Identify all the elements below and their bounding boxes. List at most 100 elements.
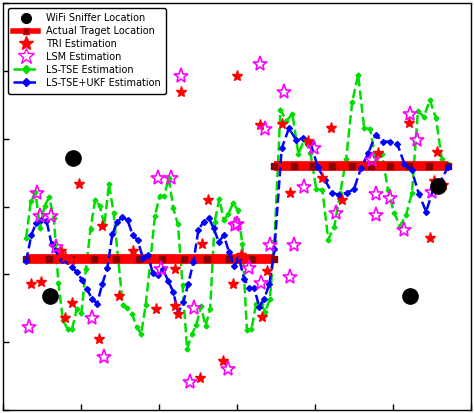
TRI Estimation — [62, 315, 68, 320]
LS-TSE Estimation — [356, 72, 361, 77]
LS-TSE+UKF Estimation — [104, 266, 110, 271]
TRI Estimation — [197, 375, 202, 380]
LS-TSE Estimation — [28, 199, 34, 204]
LS-TSE Estimation — [23, 235, 29, 240]
Actual Traget Location — [445, 163, 451, 168]
LS-TSE+UKF Estimation — [286, 126, 292, 131]
TRI Estimation — [28, 282, 34, 287]
Actual Traget Location — [406, 163, 412, 168]
TRI Estimation — [259, 315, 265, 320]
LSM Estimation — [246, 265, 252, 270]
TRI Estimation — [427, 235, 432, 240]
TRI Estimation — [264, 269, 270, 274]
LS-TSE+UKF Estimation — [23, 259, 29, 264]
TRI Estimation — [220, 359, 226, 364]
Line: LS-TSE+UKF Estimation: LS-TSE+UKF Estimation — [24, 126, 450, 315]
LSM Estimation — [53, 244, 58, 249]
TRI Estimation — [116, 294, 122, 299]
TRI Estimation — [257, 123, 263, 128]
LSM Estimation — [35, 190, 40, 195]
LSM Estimation — [291, 242, 297, 247]
LS-TSE+UKF Estimation — [231, 264, 237, 269]
TRI Estimation — [339, 197, 345, 202]
LSM Estimation — [401, 227, 407, 232]
Line: TRI Estimation: TRI Estimation — [26, 71, 448, 383]
LSM Estimation — [187, 379, 193, 384]
LS-TSE+UKF Estimation — [445, 165, 451, 170]
TRI Estimation — [69, 258, 74, 263]
TRI Estimation — [435, 149, 440, 154]
LSM Estimation — [168, 176, 173, 180]
LSM Estimation — [267, 243, 273, 248]
LSM Estimation — [37, 214, 43, 218]
Line: Actual Traget Location: Actual Traget Location — [271, 162, 451, 169]
Line: WiFi Sniffer Location: WiFi Sniffer Location — [42, 150, 446, 304]
Actual Traget Location — [368, 163, 374, 168]
TRI Estimation — [69, 300, 74, 305]
TRI Estimation — [175, 311, 181, 316]
LSM Estimation — [234, 222, 240, 227]
WiFi Sniffer Location — [70, 155, 76, 160]
TRI Estimation — [234, 74, 240, 78]
LSM Estimation — [374, 191, 379, 196]
Actual Traget Location — [291, 163, 297, 168]
WiFi Sniffer Location — [436, 184, 441, 189]
LSM Estimation — [178, 74, 183, 78]
TRI Estimation — [173, 304, 178, 309]
LS-TSE+UKF Estimation — [236, 256, 242, 261]
TRI Estimation — [238, 252, 244, 257]
Line: LS-TSE Estimation: LS-TSE Estimation — [25, 73, 449, 351]
LS-TSE+UKF Estimation — [409, 168, 415, 173]
TRI Estimation — [280, 121, 285, 126]
LSM Estimation — [387, 196, 393, 201]
TRI Estimation — [431, 179, 437, 184]
TRI Estimation — [440, 182, 446, 187]
LSM Estimation — [374, 213, 379, 218]
LS-TSE Estimation — [445, 161, 451, 166]
LS-TSE Estimation — [46, 195, 52, 200]
WiFi Sniffer Location — [47, 294, 53, 299]
TRI Estimation — [38, 279, 44, 284]
LSM Estimation — [414, 138, 420, 142]
LSM Estimation — [26, 325, 32, 330]
LSM Estimation — [49, 213, 55, 218]
Actual Traget Location — [349, 163, 355, 168]
LSM Estimation — [158, 266, 164, 271]
LSM Estimation — [101, 355, 107, 360]
TRI Estimation — [99, 223, 105, 228]
TRI Estimation — [62, 254, 68, 259]
TRI Estimation — [58, 249, 64, 254]
LSM Estimation — [333, 211, 338, 216]
LSM Estimation — [287, 275, 293, 280]
TRI Estimation — [328, 125, 334, 130]
LSM Estimation — [429, 190, 435, 195]
WiFi Sniffer Location — [408, 294, 413, 299]
LSM Estimation — [155, 176, 161, 181]
LSM Estimation — [232, 223, 237, 228]
LS-TSE Estimation — [198, 304, 204, 309]
TRI Estimation — [205, 197, 211, 202]
Actual Traget Location — [272, 163, 277, 168]
TRI Estimation — [178, 90, 183, 95]
LSM Estimation — [311, 145, 317, 150]
LS-TSE Estimation — [331, 224, 337, 229]
LSM Estimation — [281, 90, 287, 95]
Actual Traget Location — [310, 163, 316, 168]
LSM Estimation — [262, 127, 268, 132]
LS-TSE+UKF Estimation — [175, 310, 181, 315]
TRI Estimation — [154, 307, 159, 312]
LSM Estimation — [257, 62, 263, 66]
LSM Estimation — [225, 367, 230, 372]
TRI Estimation — [172, 266, 178, 271]
TRI Estimation — [319, 176, 324, 181]
LS-TSE Estimation — [184, 347, 190, 352]
TRI Estimation — [306, 138, 311, 143]
TRI Estimation — [131, 249, 137, 254]
Line: LSM Estimation: LSM Estimation — [21, 56, 440, 389]
TRI Estimation — [96, 337, 101, 342]
LSM Estimation — [89, 315, 95, 320]
TRI Estimation — [375, 150, 381, 155]
LS-TSE Estimation — [361, 125, 367, 130]
TRI Estimation — [199, 242, 205, 247]
TRI Estimation — [76, 182, 82, 187]
